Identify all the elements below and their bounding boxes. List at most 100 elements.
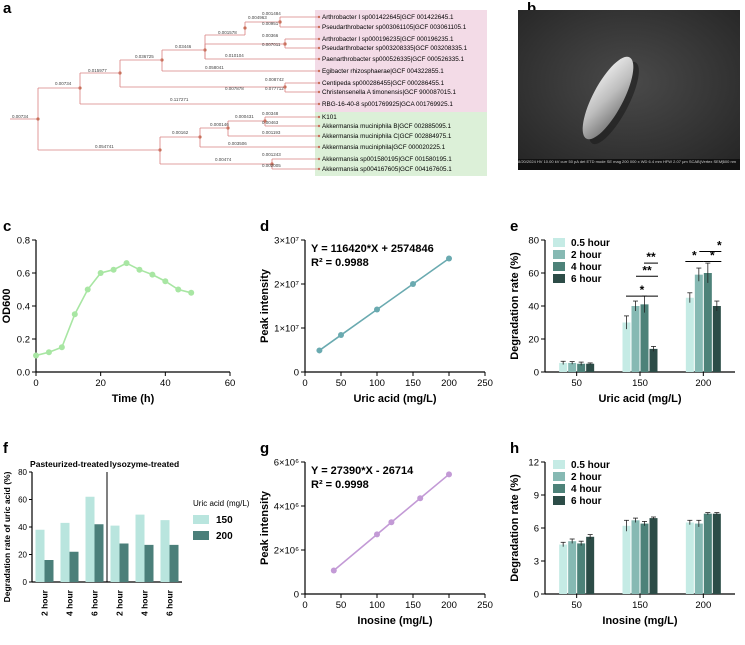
data-point	[374, 306, 380, 313]
bar	[35, 529, 45, 582]
sem-image: 8/20/2024 HV 10.00 kV curr 50 pA det ETD…	[518, 10, 740, 170]
group-title-left: Pasteurized-treated	[30, 459, 109, 469]
bar	[685, 297, 694, 372]
x-tick-label: 50	[336, 600, 347, 611]
legend-swatch	[553, 484, 565, 493]
y-tick-label: 2×10⁶	[274, 546, 299, 557]
branch-length-label: 0.001193	[262, 130, 281, 135]
branch-length-label: 0.03446	[175, 44, 192, 49]
r-squared: R² = 0.9988	[311, 257, 369, 269]
y-tick-label: 40	[18, 523, 27, 532]
x-tick-label: 2 hour	[40, 589, 50, 616]
x-tick-label: 20	[95, 378, 106, 389]
branch-length-label: 0.007011	[262, 42, 281, 47]
branch-length-label: 0.001243	[262, 152, 281, 157]
data-point	[162, 278, 169, 285]
leaf-node	[317, 145, 321, 149]
significance-marker: *	[710, 248, 715, 262]
y-tick-label: 0	[294, 590, 299, 601]
y-tick-label: 0	[534, 590, 539, 601]
y-tick-label: 12	[528, 458, 539, 469]
tree-node	[36, 117, 40, 121]
data-point	[58, 344, 65, 351]
sem-info-text: 8/20/2024 HV 10.00 kV curr 50 pA det ETD…	[518, 159, 724, 164]
branch-length-label: 0.002005	[262, 163, 281, 168]
y-tick-label: 0.6	[17, 269, 30, 280]
y-tick-label: 80	[528, 236, 539, 247]
x-tick-label: 2 hour	[115, 589, 125, 616]
legend-title: Uric acid (mg/L)	[193, 499, 250, 508]
x-axis-title: Inosine (mg/L)	[602, 615, 678, 627]
legend-swatch	[553, 250, 565, 259]
x-tick-label: 0	[33, 378, 38, 389]
legend-swatch	[553, 460, 565, 469]
x-tick-label: 50	[336, 378, 347, 389]
branch-length-label: 0.036725	[135, 54, 154, 59]
x-tick-label: 150	[632, 378, 648, 389]
tree-leaf-label: Akkermansia muciniphila C|GCF 002884975.…	[322, 133, 452, 140]
leaf-node	[317, 81, 321, 85]
bar	[694, 274, 703, 372]
significance-marker: **	[642, 263, 652, 277]
x-axis-title: Uric acid (mg/L)	[353, 393, 436, 405]
bar	[169, 544, 179, 582]
y-tick-label: 1×10⁷	[274, 324, 299, 335]
x-tick-label: 4 hour	[140, 589, 150, 616]
panel-label-c: c	[3, 218, 12, 235]
bar	[622, 322, 631, 372]
tree-leaf-label: Akkermansia sp004167605|GCF 004167605.1	[322, 166, 452, 173]
x-tick-label: 0	[302, 378, 307, 389]
y-tick-label: 3	[534, 557, 539, 568]
x-tick-label: 60	[225, 378, 236, 389]
data-point	[175, 286, 182, 293]
panel-label-b: b	[527, 0, 537, 17]
bar	[85, 496, 95, 582]
y-tick-label: 80	[18, 468, 27, 477]
leaf-node	[317, 46, 321, 50]
inosine-degradation-chart: 0 3 6 9 12 50 150 200 Inosine (mg/L) Degradation …	[509, 458, 735, 627]
legend-swatch	[553, 472, 565, 481]
group-title-right: lysozyme-treated	[110, 459, 179, 469]
sem-info-bar: 8/20/2024 HV 10.00 kV curr 50 pA det ETD…	[518, 159, 740, 170]
branch-length-label: 0.004963	[248, 15, 267, 20]
branch-length-label: 0.054741	[95, 144, 114, 149]
x-tick-label: 150	[405, 378, 421, 389]
leaf-node	[317, 102, 321, 106]
bar	[586, 363, 595, 372]
data-point	[149, 271, 156, 278]
tree-leaf-label: Arthrobacter I sp001422645|GCF 001422645…	[322, 14, 454, 21]
y-tick-label: 4×10⁶	[274, 502, 299, 513]
y-tick-label: 0	[294, 368, 299, 379]
series-line	[35, 262, 192, 357]
y-tick-label: 60	[18, 496, 27, 505]
leaf-node	[317, 15, 321, 19]
bar	[160, 520, 170, 582]
legend-label: 0.5 hour	[571, 460, 610, 471]
inactivated-degradation-chart: 0 20 40 60 80 2 hour 4 hour 6 hour 2 hour 4 hour 6…	[2, 459, 250, 616]
data-point	[417, 495, 424, 502]
legend-swatch	[193, 531, 209, 540]
leaf-node	[317, 124, 321, 128]
bar	[640, 304, 649, 372]
bar	[712, 306, 721, 372]
inosine-standard-curve: 0 2×10⁶ 4×10⁶ 6×10⁶ 0 50 100 150 200 250 Inosine (…	[259, 458, 493, 628]
branch-length-label: 0.00734	[12, 114, 29, 119]
legend-swatch	[553, 238, 565, 247]
panel-label-e: e	[510, 218, 519, 235]
x-tick-label: 150	[405, 600, 421, 611]
bar	[694, 523, 703, 594]
tree-leaf-label: Egibacter rhizosphaerae|GCF 004322855.1	[322, 68, 444, 75]
data-point	[316, 347, 323, 354]
leaf-node	[317, 157, 321, 161]
bar	[559, 544, 568, 594]
leaf-node	[317, 134, 321, 138]
leaf-node	[317, 69, 321, 73]
y-axis-title: Degradation rate (%)	[509, 474, 521, 582]
tree-leaf-label: Akkermansia muciniphila|GCF 000020225.1	[322, 144, 446, 151]
tree-leaf-label: Paenarthrobacter sp000526335|GCF 0005263…	[322, 56, 465, 63]
y-tick-label: 60	[528, 269, 539, 280]
x-tick-label: 4 hour	[65, 589, 75, 616]
bar	[685, 522, 694, 594]
phylogenetic-tree: Arthrobacter I sp001422645|GCF 001422645…	[10, 10, 487, 176]
tree-leaf-label: Akkermansia sp001580195|GCF 001580195.1	[322, 156, 452, 163]
